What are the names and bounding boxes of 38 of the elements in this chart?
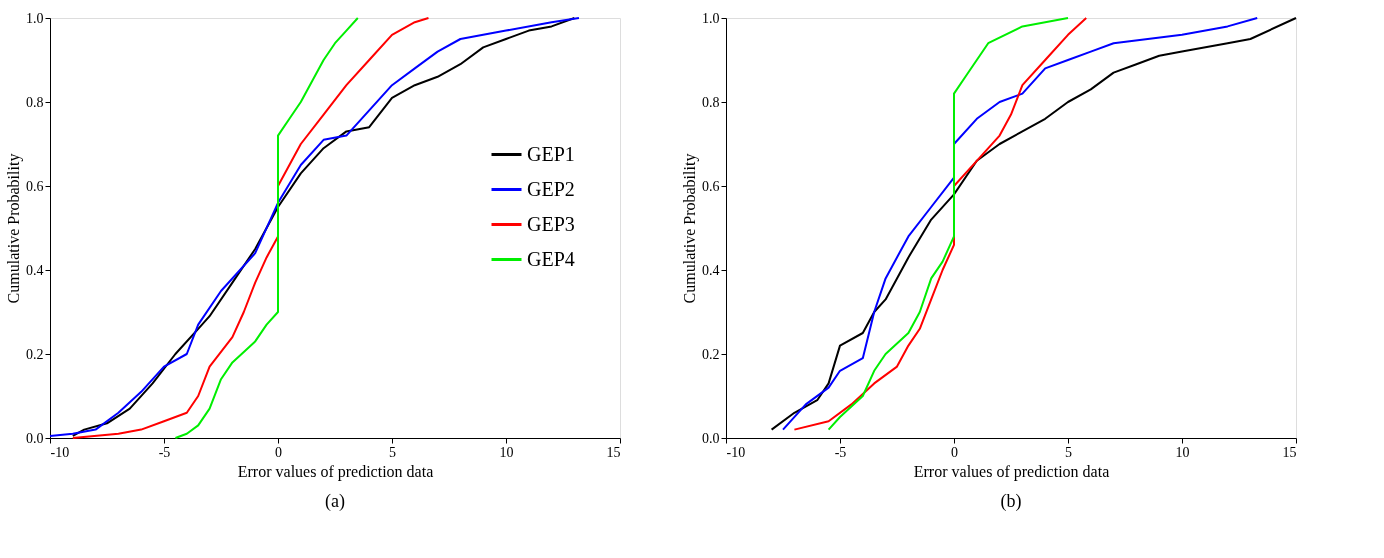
y-tick-label: 0.8 xyxy=(702,94,720,110)
line-series xyxy=(174,17,359,439)
legend-label: GEP3 xyxy=(527,212,575,235)
x-tick-label: -10 xyxy=(50,444,70,460)
x-tick-label: 5 xyxy=(1065,444,1072,460)
y-tick-label: 0.2 xyxy=(26,346,44,362)
x-tick-label: 0 xyxy=(275,444,282,460)
x-axis-title: Error values of prediction data xyxy=(913,462,1110,481)
legend-label: GEP4 xyxy=(527,247,575,270)
text: (a) xyxy=(325,491,345,512)
y-tick-label: 0.6 xyxy=(702,178,720,194)
x-tick-label: 0 xyxy=(951,444,958,460)
legend-label: GEP2 xyxy=(527,177,575,200)
y-tick-label: 0.4 xyxy=(702,262,720,278)
legend-label: GEP1 xyxy=(527,142,575,165)
line-series xyxy=(827,17,1069,431)
x-tick-label: 5 xyxy=(389,444,396,460)
x-tick-label: -10 xyxy=(726,444,746,460)
x-tick-label: 15 xyxy=(1282,444,1297,460)
y-tick-label: 0.0 xyxy=(26,430,44,446)
y-tick-label: 0.2 xyxy=(702,346,720,362)
y-axis-title: Cumulative Probability xyxy=(681,153,699,304)
y-tick-label: 1.0 xyxy=(26,10,44,26)
y-tick-label: 0.8 xyxy=(26,94,44,110)
x-tick-label: -5 xyxy=(158,444,171,460)
x-tick-label: 10 xyxy=(499,444,514,460)
x-axis-title: Error values of prediction data xyxy=(237,462,434,481)
text: (b) xyxy=(1000,491,1022,512)
x-tick-label: 10 xyxy=(1175,444,1190,460)
y-tick-label: 0.6 xyxy=(26,178,44,194)
y-tick-label: 1.0 xyxy=(702,10,720,26)
x-tick-label: -5 xyxy=(834,444,847,460)
y-axis-title: Cumulative Probability xyxy=(5,153,23,304)
y-tick-label: 0.4 xyxy=(26,262,44,278)
y-tick-label: 0.0 xyxy=(702,430,720,446)
x-tick-label: 15 xyxy=(606,444,621,460)
line-series xyxy=(793,17,1088,431)
line-series xyxy=(71,17,430,439)
